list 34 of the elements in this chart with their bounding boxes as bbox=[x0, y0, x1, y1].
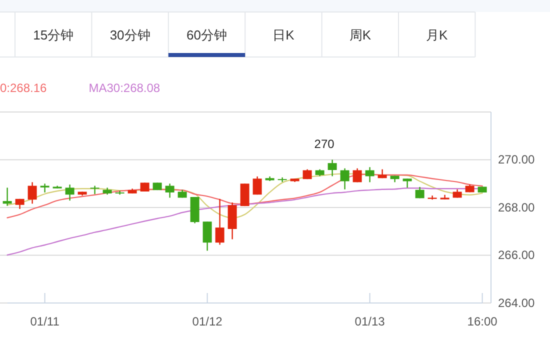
candlestick bbox=[278, 176, 287, 183]
text: 日K bbox=[272, 28, 295, 43]
candlestick bbox=[215, 198, 224, 246]
candlestick bbox=[352, 168, 362, 183]
candlestick bbox=[228, 202, 237, 240]
x-tick-label: 01/13 bbox=[354, 314, 386, 329]
text: 周K bbox=[349, 28, 372, 43]
candlestick bbox=[365, 166, 374, 183]
candlestick bbox=[2, 187, 12, 206]
x-tick-label: 01/12 bbox=[192, 314, 223, 329]
candlestick bbox=[28, 182, 37, 204]
text: 30分钟 bbox=[110, 28, 150, 43]
x-tick-label: 01/11 bbox=[30, 314, 60, 329]
y-tick-label: 270.00 bbox=[498, 152, 536, 167]
candlestick bbox=[402, 178, 412, 188]
candlestick bbox=[340, 168, 350, 190]
text: 月K bbox=[426, 28, 448, 43]
y-tick-label: 264.00 bbox=[498, 296, 536, 310]
text: 0:268.16 bbox=[0, 81, 48, 96]
x-tick-label: 16:00 bbox=[467, 314, 498, 329]
annotation: 270 bbox=[314, 136, 335, 151]
candlestick bbox=[202, 220, 212, 252]
candlestick bbox=[90, 185, 100, 195]
candlestick bbox=[165, 183, 174, 198]
candlestick bbox=[40, 183, 50, 194]
candlestick bbox=[252, 176, 262, 196]
candlestick bbox=[65, 184, 74, 202]
candlestick bbox=[328, 159, 337, 177]
text: MA30:268.08 bbox=[88, 81, 160, 96]
y-tick-label: 268.00 bbox=[498, 200, 536, 214]
candlestick bbox=[240, 183, 250, 207]
text: 15分钟 bbox=[33, 28, 74, 43]
y-tick-label: 266.00 bbox=[498, 248, 536, 262]
text: 60分钟 bbox=[186, 28, 227, 43]
